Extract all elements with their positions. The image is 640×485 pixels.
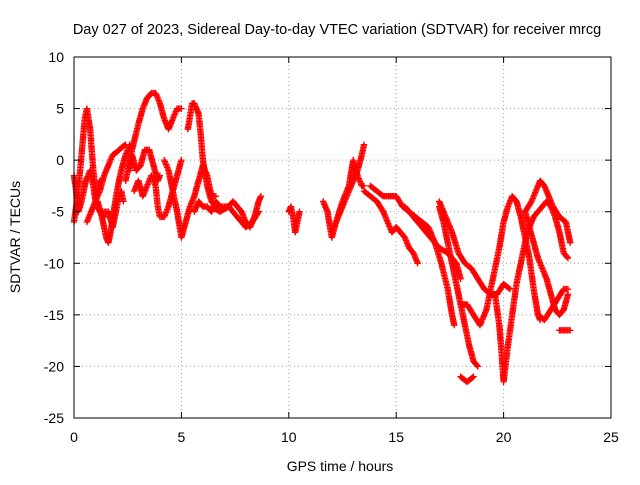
data-point: [120, 198, 127, 205]
data-track: [122, 89, 185, 184]
data-point: [567, 239, 574, 246]
data-point: [121, 142, 128, 149]
data-point: [156, 172, 164, 179]
data-track: [100, 187, 127, 231]
y-tick-label: -15: [44, 307, 64, 323]
data-point: [412, 255, 419, 263]
data-track: [360, 187, 421, 267]
data-track: [184, 100, 219, 210]
x-tick-label: 5: [178, 429, 186, 445]
data-track: [332, 156, 368, 226]
data-point: [506, 198, 513, 206]
x-tick-label: 20: [496, 429, 512, 445]
x-tick-label: 10: [281, 429, 297, 445]
data-point: [564, 254, 572, 262]
axis-ticks: 0 5 10 15 20 25 -25 -20 -15 -10 -5 0 5 10: [44, 49, 619, 445]
data-point: [567, 327, 574, 334]
data-track: [161, 156, 219, 241]
data-track: [556, 327, 574, 334]
data-point: [379, 207, 386, 214]
data-point: [547, 197, 554, 204]
data-point: [533, 184, 541, 192]
data-point: [296, 208, 303, 215]
chart-title: Day 027 of 2023, Sidereal Day-to-day VTE…: [73, 22, 601, 38]
data-track: [457, 193, 544, 329]
y-tick-label: -5: [52, 204, 65, 220]
y-tick-label: -10: [44, 255, 64, 271]
data-point: [505, 285, 513, 292]
y-tick-label: -20: [44, 358, 64, 374]
data-points: [70, 89, 574, 386]
y-axis-label: SDTVAR / TECUs: [7, 181, 23, 293]
data-point: [473, 362, 481, 369]
x-tick-label: 0: [70, 429, 78, 445]
data-point: [457, 275, 464, 282]
data-point: [255, 208, 262, 215]
data-point: [474, 363, 481, 370]
data-point: [178, 105, 185, 112]
y-tick-label: 0: [56, 152, 64, 168]
data-point: [323, 205, 330, 212]
data-point: [528, 196, 536, 204]
data-point: [95, 190, 102, 198]
data-track: [126, 146, 164, 184]
data-point: [108, 154, 115, 162]
data-point: [506, 285, 514, 293]
data-track: [457, 373, 477, 386]
data-point: [381, 211, 388, 218]
data-point: [527, 199, 534, 206]
data-point: [360, 141, 368, 148]
data-point: [564, 253, 571, 261]
data-point: [86, 212, 93, 220]
plot-frame: [73, 56, 612, 419]
x-tick-label: 25: [603, 429, 619, 445]
data-track: [436, 203, 481, 370]
data-point: [254, 209, 262, 217]
data-point: [162, 210, 169, 218]
data-point: [257, 193, 265, 200]
x-tick-label: 15: [388, 429, 404, 445]
data-point: [153, 91, 160, 98]
data-track: [534, 285, 572, 324]
y-tick-label: 10: [48, 49, 64, 65]
y-tick-label: -25: [44, 410, 64, 426]
data-point: [451, 322, 458, 329]
data-track: [285, 203, 303, 236]
data-point: [542, 185, 549, 193]
data-track: [521, 177, 574, 246]
data-point: [564, 285, 572, 293]
data-point: [103, 165, 111, 172]
data-point: [470, 373, 477, 380]
data-point: [178, 156, 185, 164]
data-series: [70, 89, 574, 386]
data-track: [208, 203, 262, 231]
y-tick-label: 5: [56, 101, 64, 117]
data-point: [469, 374, 476, 381]
x-axis-label: GPS time / hours: [287, 458, 394, 474]
data-point: [414, 260, 421, 267]
